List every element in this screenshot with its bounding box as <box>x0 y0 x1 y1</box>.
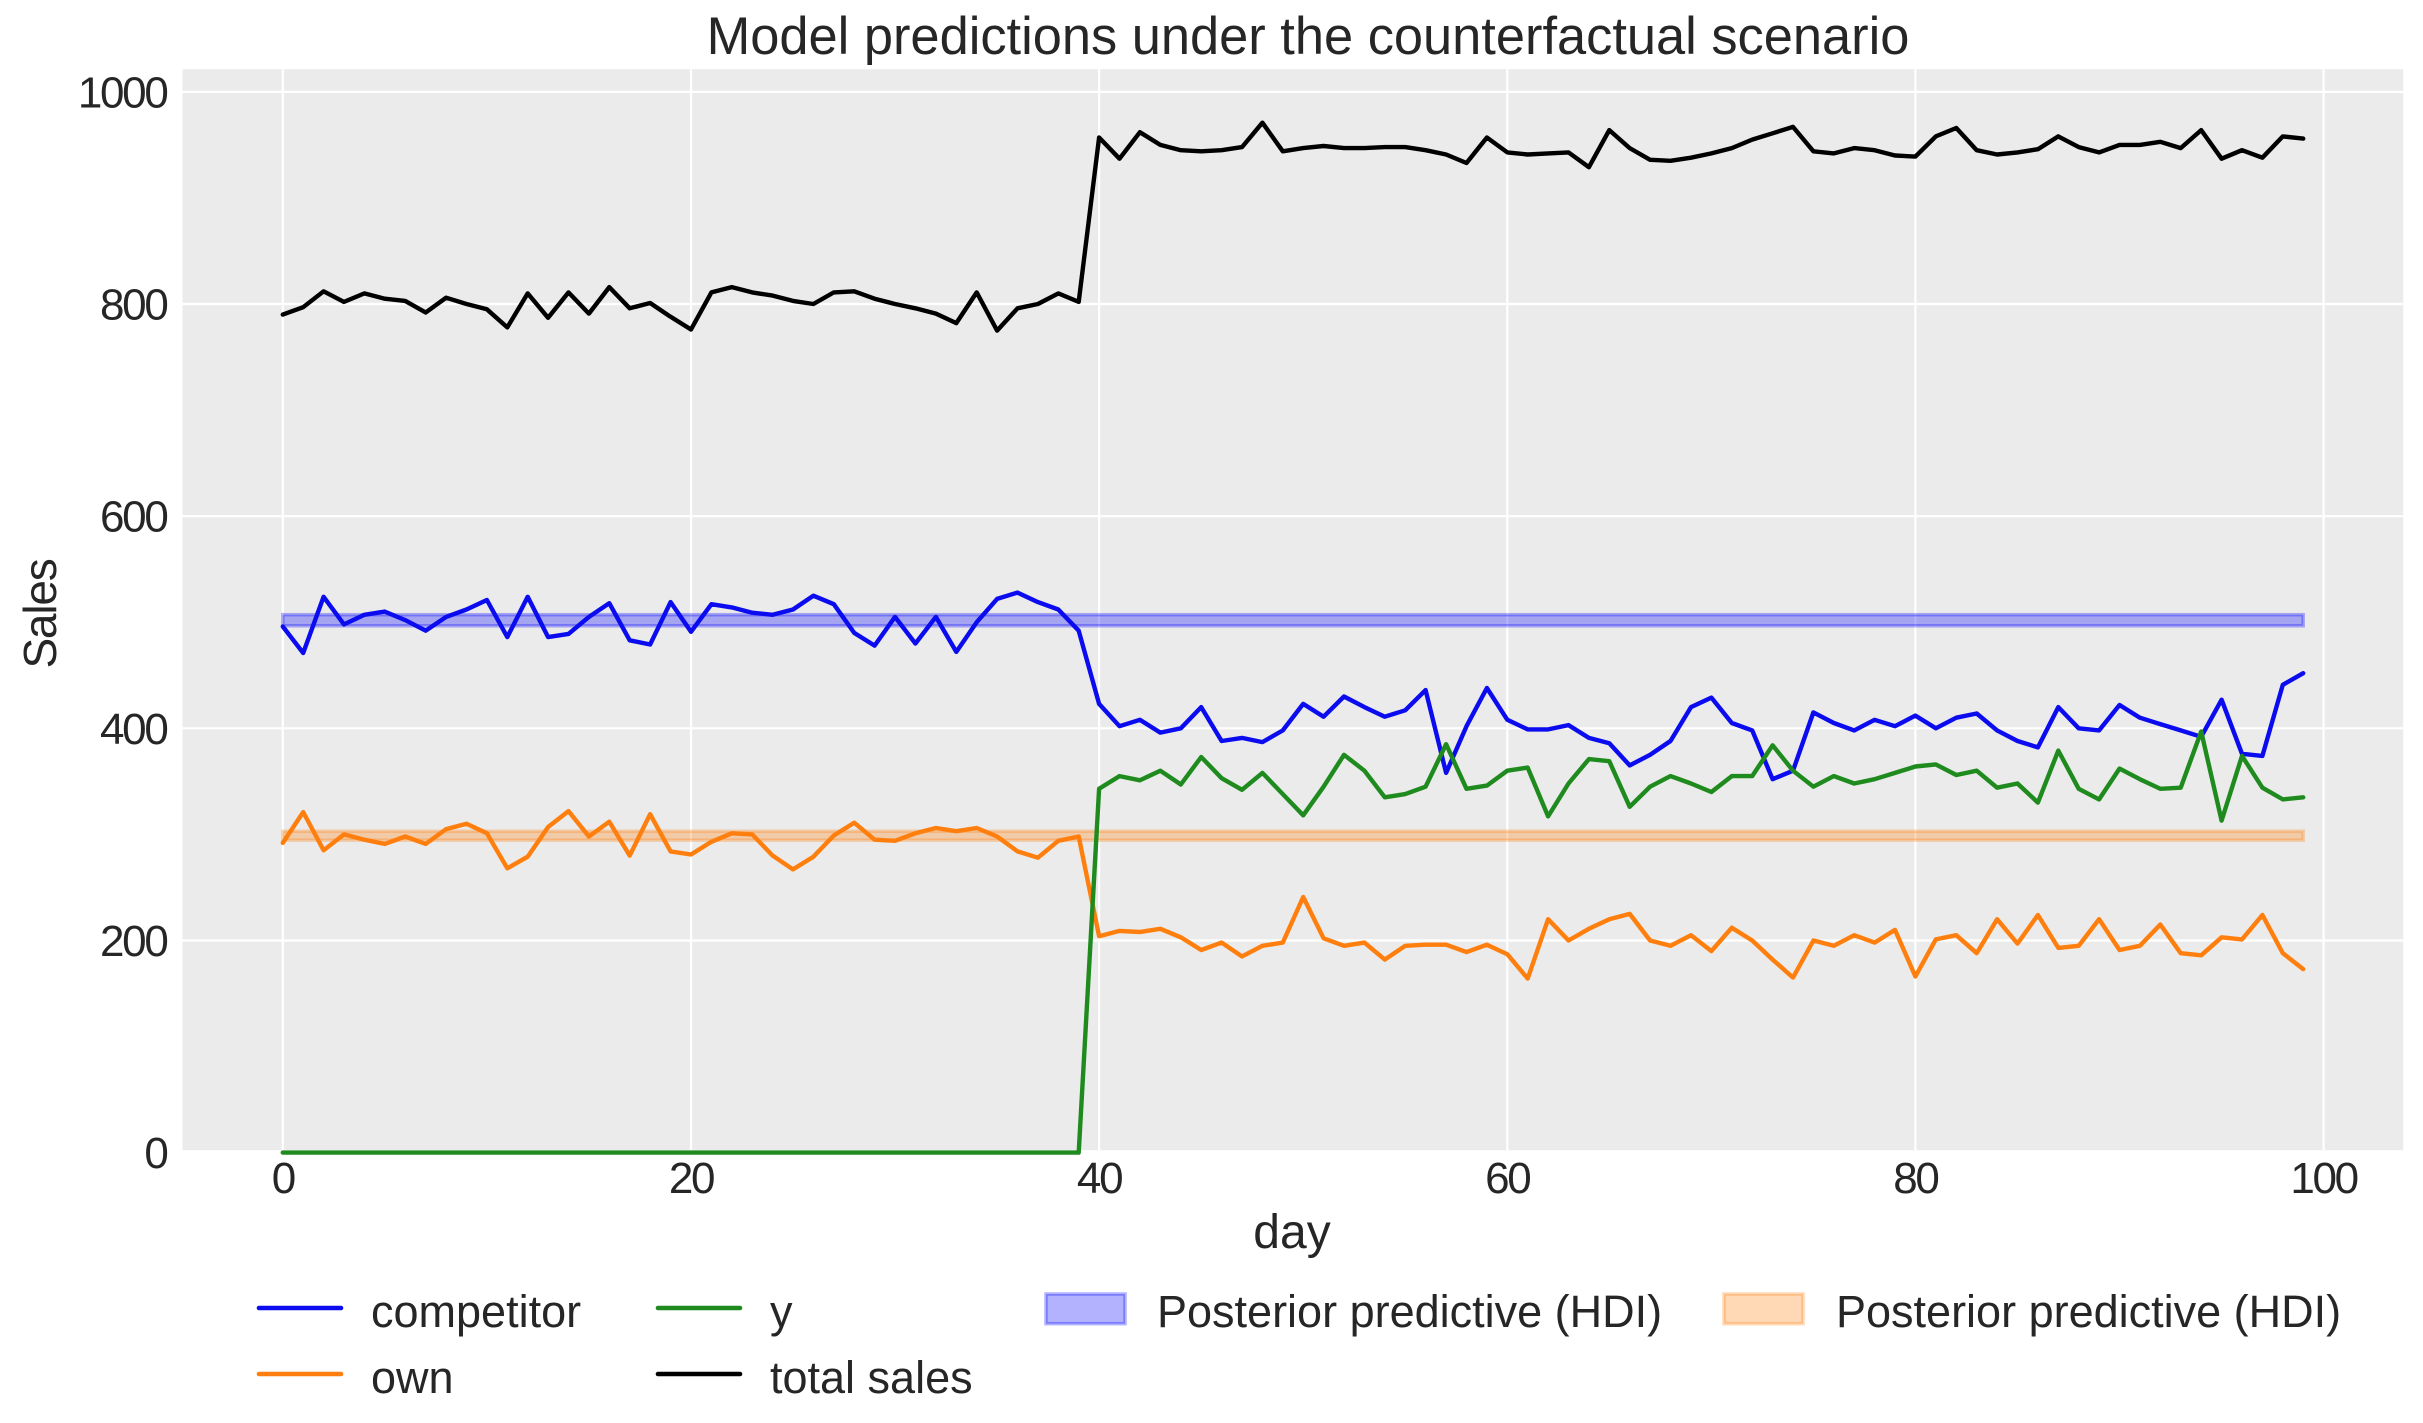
svg-text:competitor: competitor <box>371 1286 581 1337</box>
svg-text:total sales: total sales <box>770 1352 973 1403</box>
svg-text:80: 80 <box>1893 1154 1938 1203</box>
svg-text:100: 100 <box>2290 1154 2357 1203</box>
svg-text:0: 0 <box>272 1154 295 1203</box>
svg-text:40: 40 <box>1077 1154 1122 1203</box>
svg-text:200: 200 <box>100 917 167 966</box>
svg-text:60: 60 <box>1485 1154 1530 1203</box>
svg-text:day: day <box>1253 1206 1330 1259</box>
svg-text:y: y <box>770 1286 793 1337</box>
svg-text:600: 600 <box>100 493 167 542</box>
svg-text:own: own <box>371 1352 454 1403</box>
svg-text:400: 400 <box>100 705 167 754</box>
svg-text:20: 20 <box>669 1154 714 1203</box>
svg-text:0: 0 <box>144 1129 167 1178</box>
svg-text:Posterior predictive (HDI): Posterior predictive (HDI) <box>1836 1286 2341 1337</box>
svg-text:Posterior predictive (HDI): Posterior predictive (HDI) <box>1157 1286 1662 1337</box>
svg-text:Model predictions under the co: Model predictions under the counterfactu… <box>707 8 1910 66</box>
svg-text:1000: 1000 <box>78 68 168 117</box>
svg-text:Sales: Sales <box>14 559 66 668</box>
svg-text:800: 800 <box>100 281 167 330</box>
